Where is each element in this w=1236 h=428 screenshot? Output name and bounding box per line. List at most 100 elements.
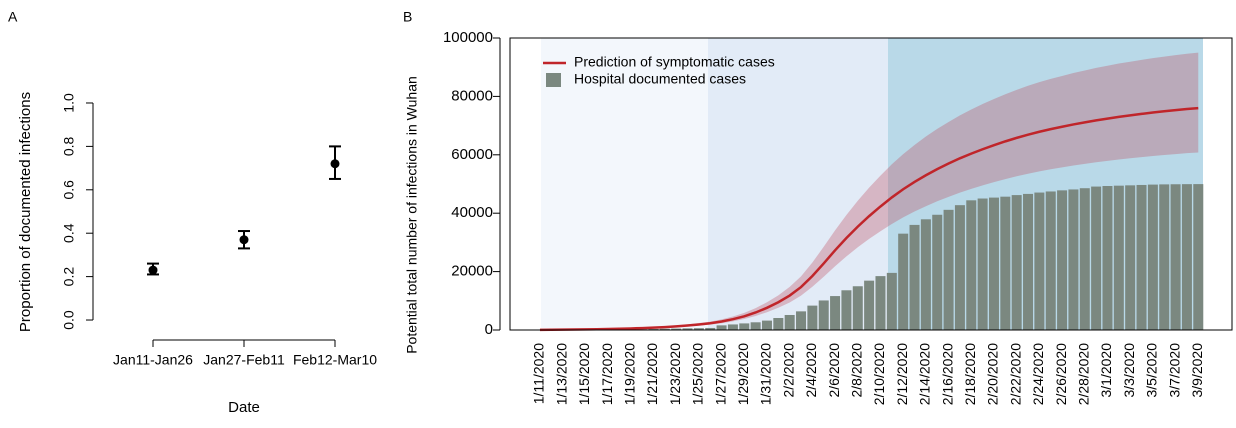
bar <box>1170 184 1181 330</box>
y-tick-label: 60000 <box>451 146 493 163</box>
bar <box>864 280 875 330</box>
bar <box>773 318 784 330</box>
point <box>330 159 340 169</box>
y-tick-label: 0.2 <box>61 267 77 287</box>
x-tick-label: 3/9/2020 <box>1189 343 1205 398</box>
bar <box>682 328 693 330</box>
bar <box>693 328 704 330</box>
y-tick-label: 20000 <box>451 263 493 280</box>
x-tick-label: 2/18/2020 <box>962 343 978 405</box>
bar <box>909 224 920 330</box>
bar <box>727 324 738 330</box>
panel-label: A <box>8 9 18 25</box>
x-axis-label: Date <box>228 399 260 416</box>
legend-swatch <box>546 73 561 87</box>
x-tick-label: 2/28/2020 <box>1075 343 1091 405</box>
x-tick-label: 2/20/2020 <box>985 343 1001 405</box>
x-tick-label: 1/27/2020 <box>712 343 728 405</box>
x-tick-label: 2/2/2020 <box>780 343 796 398</box>
bar <box>886 272 897 330</box>
bar <box>1159 184 1170 330</box>
x-tick-label: 2/8/2020 <box>848 343 864 398</box>
legend-label: Hospital documented cases <box>574 71 746 87</box>
bar <box>1091 186 1102 330</box>
bar <box>750 322 761 330</box>
x-tick-label: 1/31/2020 <box>758 343 774 405</box>
x-tick-label: 2/10/2020 <box>871 343 887 405</box>
bar <box>1057 190 1068 330</box>
bar <box>954 205 965 330</box>
bar <box>784 314 795 330</box>
bar <box>898 233 909 330</box>
bar <box>1034 192 1045 330</box>
y-tick-label: 1.0 <box>61 93 77 113</box>
x-tick-label: 1/13/2020 <box>553 343 569 405</box>
bar <box>943 209 954 330</box>
bar <box>1045 191 1056 330</box>
bar <box>818 300 829 330</box>
legend-label: Prediction of symptomatic cases <box>574 54 775 70</box>
x-tick-label: 2/12/2020 <box>894 343 910 405</box>
x-tick-label: 2/22/2020 <box>1007 343 1023 405</box>
x-tick-label: 1/17/2020 <box>599 343 615 405</box>
bar <box>739 323 750 330</box>
y-tick-label: 0.8 <box>61 136 77 156</box>
x-tick-label: 3/7/2020 <box>1166 343 1182 398</box>
x-tick-label: Jan11-Jan26 <box>113 352 193 368</box>
y-tick-label: 80000 <box>451 87 493 104</box>
bar <box>761 320 772 330</box>
y-tick-label: 0 <box>485 321 493 338</box>
bar <box>1113 185 1124 330</box>
plot-frame <box>509 37 1233 331</box>
bar <box>1125 185 1136 330</box>
y-axis-label: Proportion of documented infections <box>17 92 34 332</box>
bar <box>875 276 886 330</box>
bar <box>1011 195 1022 330</box>
x-tick-label: 1/19/2020 <box>621 343 637 405</box>
bar <box>1079 188 1090 330</box>
x-tick-label: 1/21/2020 <box>644 343 660 405</box>
x-tick-label: 2/6/2020 <box>826 343 842 398</box>
bar <box>705 327 716 330</box>
confidence-band <box>539 52 1199 330</box>
panel-label: B <box>403 9 412 25</box>
bar <box>932 214 943 330</box>
bar <box>977 198 988 330</box>
x-tick-label: 1/11/2020 <box>531 343 547 404</box>
bar <box>830 296 841 330</box>
bar <box>1136 184 1147 330</box>
bar <box>648 328 659 330</box>
x-tick-label: 1/15/2020 <box>576 343 592 405</box>
y-tick-label: 0.0 <box>61 310 77 330</box>
bar <box>988 197 999 330</box>
point <box>239 235 249 245</box>
x-tick-label: 3/1/2020 <box>1098 343 1114 398</box>
y-tick-label: 100000 <box>443 29 493 46</box>
bar <box>1068 189 1079 330</box>
x-tick-label: 2/26/2020 <box>1053 343 1069 405</box>
bar <box>659 328 670 330</box>
x-tick-label: 2/4/2020 <box>803 343 819 398</box>
period-2-shading <box>708 38 888 330</box>
x-tick-label: Feb12-Mar10 <box>293 352 377 368</box>
bar <box>716 325 727 330</box>
x-tick-label: 2/16/2020 <box>939 343 955 405</box>
x-tick-label: 2/14/2020 <box>917 343 933 405</box>
bar <box>1000 196 1011 330</box>
bar <box>807 305 818 330</box>
y-tick-label: 40000 <box>451 204 493 221</box>
x-tick-label: 1/25/2020 <box>690 343 706 405</box>
x-tick-label: 2/24/2020 <box>1030 343 1046 405</box>
x-tick-label: 1/29/2020 <box>735 343 751 405</box>
point <box>148 265 158 275</box>
bar <box>920 219 931 330</box>
bar <box>1023 193 1034 330</box>
y-axis-label: Potential total number of infections in … <box>404 76 420 354</box>
bar <box>852 286 863 330</box>
bar <box>966 200 977 330</box>
bar <box>1147 184 1158 330</box>
y-tick-label: 0.6 <box>61 180 77 200</box>
bar <box>841 290 852 330</box>
x-tick-label: 3/5/2020 <box>1144 343 1160 398</box>
